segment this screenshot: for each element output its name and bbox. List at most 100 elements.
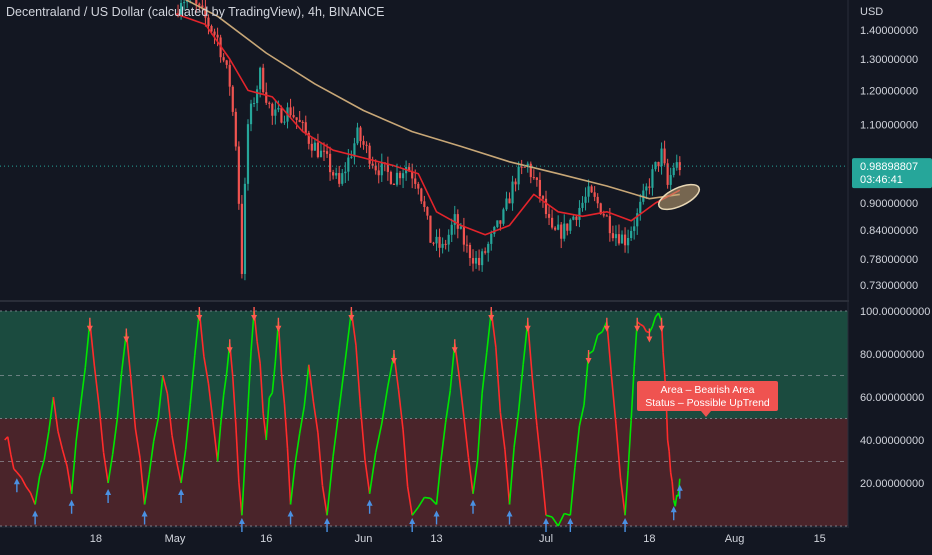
osc-line-segment — [495, 347, 502, 413]
candle-body — [195, 0, 198, 4]
candle-body — [468, 244, 472, 259]
osc-line-segment — [619, 477, 626, 516]
sell-arrow — [390, 350, 397, 364]
candle-body — [344, 171, 347, 174]
osc-line-segment — [259, 363, 264, 414]
osc-line-segment — [66, 465, 73, 494]
candle-body — [420, 188, 423, 202]
osc-line-segment — [481, 352, 488, 394]
osc-line-segment — [25, 486, 32, 494]
price-axis-background[interactable] — [849, 0, 932, 550]
time-tick-label: Jun — [355, 533, 373, 545]
candle-body — [335, 173, 338, 176]
osc-line-segment — [651, 316, 657, 327]
osc-line-segment — [411, 506, 419, 516]
candle-body — [401, 173, 405, 179]
candle-body — [517, 166, 520, 185]
osc-line-segment — [364, 460, 371, 494]
osc-line-segment — [545, 514, 553, 518]
osc-line-segment — [52, 396, 59, 432]
osc-line-segment — [171, 434, 178, 462]
candle-body — [633, 226, 636, 231]
osc-line-segment — [513, 411, 520, 448]
time-tick-label: Aug — [725, 533, 745, 545]
candle-body — [262, 67, 265, 93]
candle-body — [675, 162, 678, 168]
osc-line-segment — [189, 355, 196, 405]
buy-arrow — [506, 510, 513, 525]
candle-body — [453, 214, 456, 225]
buy-arrow — [32, 510, 39, 525]
osc-line-segment — [289, 463, 296, 505]
osc-line-segment — [332, 408, 341, 457]
candle-countdown: 03:46:41 — [860, 174, 903, 186]
price-tick-label: 1.30000000 — [860, 54, 918, 66]
osc-line-segment — [583, 353, 590, 406]
osc-line-segment — [75, 403, 82, 442]
buy-arrow — [470, 499, 477, 514]
candle-body — [584, 196, 587, 203]
osc-line-segment — [298, 406, 306, 434]
buy-arrow — [68, 499, 75, 514]
osc-line-segment — [256, 341, 261, 364]
candle-body — [648, 186, 651, 188]
candle-body — [313, 142, 316, 151]
osc-line-segment — [10, 454, 15, 470]
candle-body — [243, 183, 247, 274]
candle-body — [268, 102, 271, 104]
osc-line-segment — [467, 457, 474, 494]
candle-body — [538, 179, 542, 197]
buy-arrow — [622, 518, 629, 532]
osc-line-segment — [6, 436, 12, 455]
candle-body — [447, 234, 450, 245]
osc-line-segment — [286, 448, 292, 505]
osc-line-segment — [674, 494, 678, 507]
highlight-ellipse — [657, 183, 701, 211]
candle-body — [520, 166, 523, 168]
candle-body — [511, 181, 514, 204]
osc-line-segment — [312, 401, 319, 433]
osc-line-segment — [294, 433, 301, 464]
osc-line-segment — [184, 404, 192, 450]
osc-line-segment — [564, 512, 571, 517]
sell-arrow — [196, 307, 203, 321]
osc-line-segment — [271, 361, 277, 393]
candle-body — [307, 132, 310, 144]
candle-body — [283, 121, 286, 123]
candle-body — [660, 148, 663, 167]
osc-line-segment — [130, 378, 137, 430]
candle-body — [252, 103, 256, 105]
candle-body — [222, 57, 225, 61]
candle-body — [608, 216, 611, 234]
buy-arrow — [238, 518, 245, 532]
osc-line-segment — [435, 459, 442, 505]
osc-line-segment — [624, 470, 629, 516]
osc-line-segment — [630, 366, 635, 421]
buy-arrow — [287, 510, 294, 525]
osc-line-segment — [148, 440, 155, 475]
candle-body — [636, 213, 639, 227]
osc-line-segment — [303, 364, 310, 407]
candle-body — [414, 178, 417, 184]
buy-arrow — [105, 489, 112, 503]
time-tick-label: 18 — [90, 533, 102, 545]
buy-arrow — [366, 499, 373, 514]
osc-line-segment — [157, 375, 164, 419]
candle-body — [575, 216, 578, 220]
osc-tick-label: 80.00000000 — [860, 349, 924, 361]
osc-line-segment — [627, 420, 632, 471]
osc-line-segment — [557, 513, 565, 527]
candle-body — [557, 224, 560, 230]
buy-arrow — [141, 510, 148, 525]
candle-body — [365, 144, 368, 146]
osc-line-segment — [662, 352, 666, 373]
osc-line-segment — [207, 383, 214, 422]
candle-body — [362, 141, 365, 145]
candle-body — [432, 242, 435, 244]
candle-body — [392, 183, 396, 185]
osc-tick-label: 20.00000000 — [860, 478, 924, 490]
candle-body — [438, 236, 441, 248]
candle-body — [481, 251, 484, 266]
candle-body — [325, 151, 329, 154]
